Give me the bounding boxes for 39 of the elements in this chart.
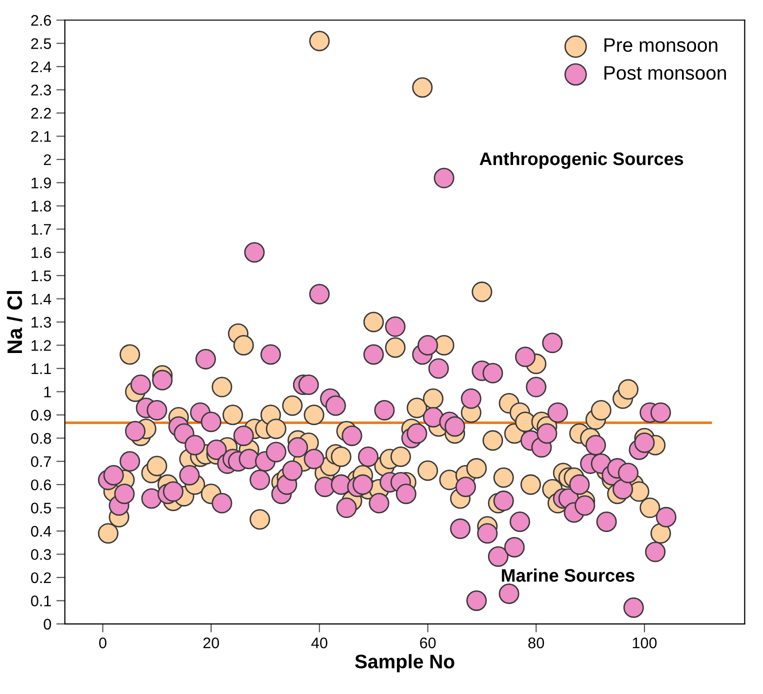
y-axis-title: Na / Cl — [6, 291, 22, 354]
x-axis-title: Sample No — [355, 654, 454, 672]
annotation: Marine Sources — [502, 568, 634, 582]
y-tick-label: 0.8 — [31, 432, 51, 444]
legend-label: Pre monsoon — [604, 38, 718, 52]
y-tick-label: 1.6 — [32, 247, 51, 258]
legend-label: Post monsoon — [604, 66, 726, 80]
y-tick-label: 0.2 — [31, 572, 51, 584]
x-tick-label: 100 — [632, 638, 657, 648]
x-tick-label: 40 — [311, 638, 328, 648]
y-tick-label: 2.4 — [31, 61, 52, 72]
x-tick-label: 0 — [99, 638, 106, 648]
y-tick-label: 1.1 — [32, 363, 51, 374]
y-tick-label: 0.1 — [31, 596, 51, 606]
y-tick-label: 2.2 — [31, 108, 51, 119]
y-tick-label: 2.1 — [31, 131, 51, 142]
y-tick-label: 1.9 — [32, 178, 51, 188]
y-tick-label: 2 — [44, 154, 51, 165]
x-tick-label: 20 — [203, 638, 220, 648]
y-tick-label: 2.6 — [31, 14, 51, 26]
y-tick-label: 2.3 — [31, 84, 51, 96]
y-tick-label: 1.5 — [32, 270, 52, 282]
y-tick-label: 0.3 — [31, 549, 51, 560]
y-tick-label: 1.2 — [32, 340, 51, 351]
y-tick-label: 0.9 — [31, 410, 51, 421]
annotation: Anthropogenic Sources — [480, 152, 684, 169]
y-tick-label: 1.7 — [32, 224, 51, 235]
y-tick-label: 1 — [44, 386, 51, 398]
y-tick-label: 1.3 — [32, 316, 51, 328]
y-tick-label: 0.6 — [31, 479, 51, 490]
y-tick-label: 2.5 — [31, 38, 52, 50]
y-tick-label: 0 — [44, 618, 52, 630]
y-tick-label: 1.4 — [32, 294, 52, 304]
x-tick-label: 80 — [528, 638, 544, 648]
y-tick-label: 0.7 — [31, 456, 51, 468]
x-tick-label: 60 — [420, 638, 436, 648]
y-tick-label: 0.5 — [31, 502, 52, 514]
y-tick-label: 1.8 — [32, 200, 51, 212]
y-tick-label: 0.4 — [31, 526, 52, 537]
